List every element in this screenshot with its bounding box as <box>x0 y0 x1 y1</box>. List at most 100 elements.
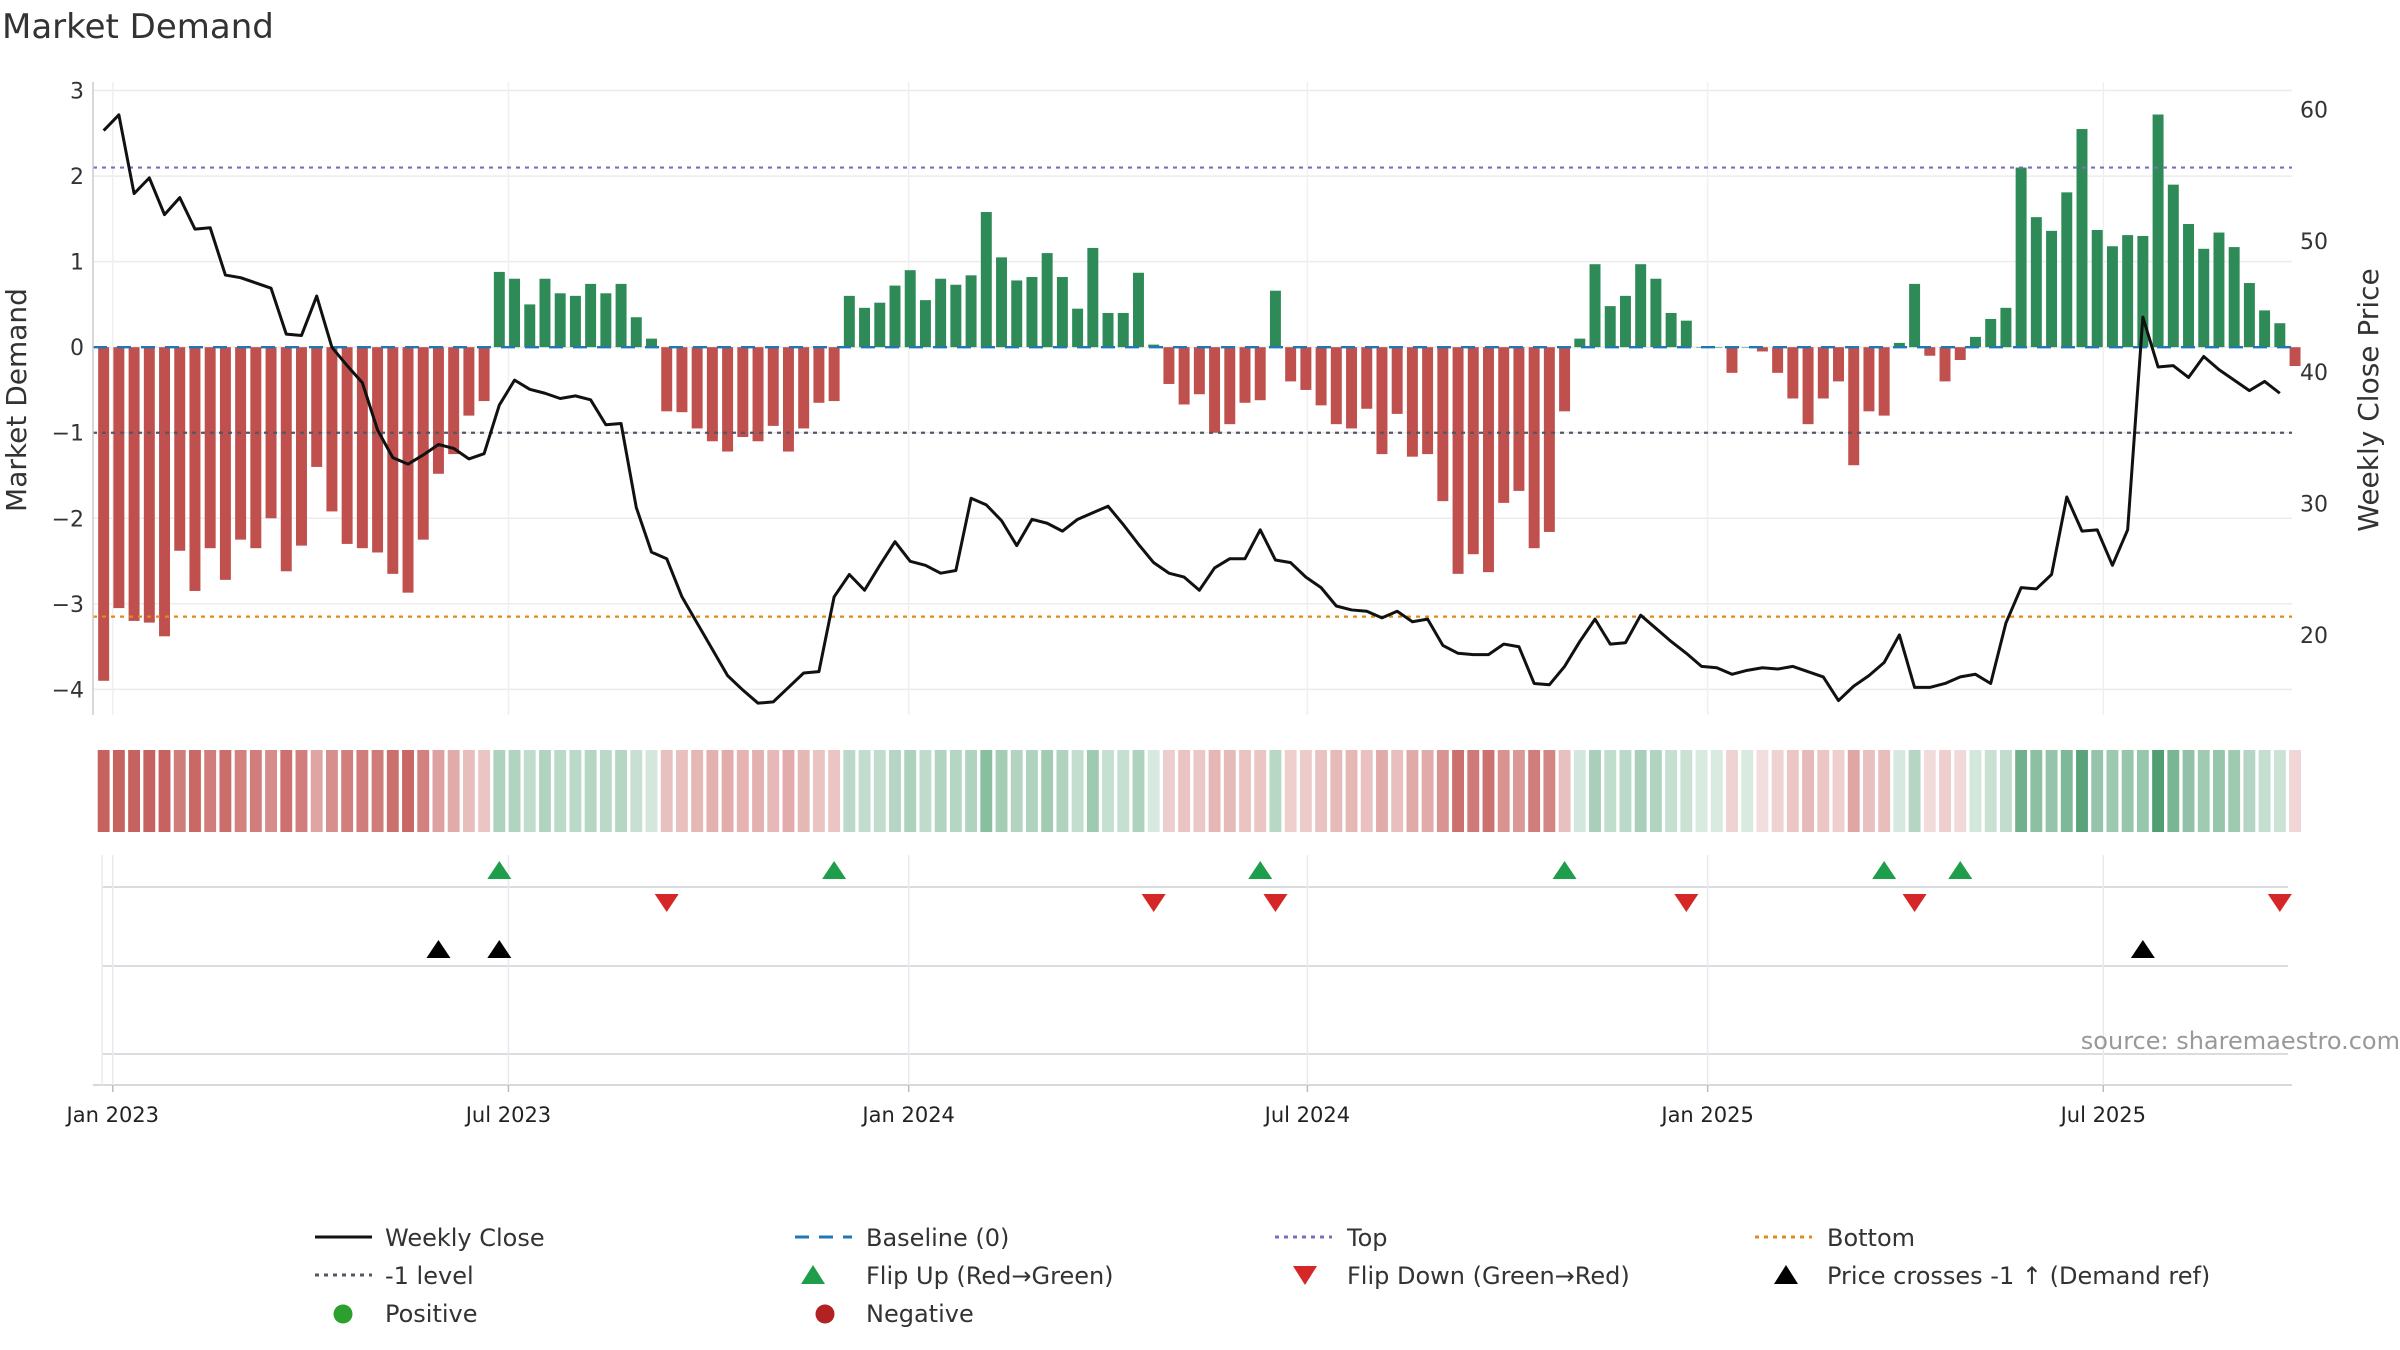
strip-cell <box>417 750 430 832</box>
weekly-close-line <box>102 113 2281 705</box>
strip-cell <box>1939 750 1951 832</box>
strip-cell <box>584 750 597 832</box>
demand-bar <box>2167 184 2179 348</box>
strip-cell <box>1969 750 1982 832</box>
strip-cell <box>828 750 841 832</box>
demand-bar <box>2213 232 2225 348</box>
demand-bar <box>1437 347 1449 502</box>
strip-cell <box>204 750 217 832</box>
strip-cell <box>1558 750 1571 832</box>
demand-bar <box>996 257 1007 348</box>
strip-cell <box>630 750 643 832</box>
strip-cell <box>1360 750 1373 832</box>
strip-cell <box>873 750 886 832</box>
event-markers <box>426 861 2292 958</box>
demand-bar <box>1893 342 1905 348</box>
demand-bar <box>676 347 688 413</box>
demand-bar <box>767 347 779 426</box>
chart-title: Market Demand <box>2 7 274 47</box>
strip-cell <box>1878 750 1891 832</box>
demand-bars <box>98 114 2301 681</box>
demand-bar <box>524 304 536 348</box>
demand-bar <box>889 285 901 348</box>
demand-bar <box>1117 312 1129 348</box>
legend-flip-up: Flip Up (Red→Green) <box>801 1262 1114 1290</box>
strip-cell <box>523 750 536 832</box>
strip-cell <box>1102 750 1114 832</box>
source-label: source: sharemaestro.com <box>2081 1027 2400 1055</box>
demand-bar <box>265 347 277 519</box>
strip-cell <box>904 750 917 832</box>
demand-bar <box>1513 347 1525 491</box>
strip-cell <box>615 750 627 832</box>
demand-bar <box>1635 264 1647 348</box>
event-panels <box>101 855 2288 1085</box>
demand-bar <box>1833 347 1844 382</box>
strip-cell <box>2136 750 2149 832</box>
strip-cell <box>2015 750 2028 832</box>
demand-bar <box>402 347 414 593</box>
strip-cell <box>1573 750 1586 832</box>
strip-cell <box>1452 750 1464 832</box>
demand-bar <box>2000 307 2012 348</box>
price-line-group <box>102 113 2281 705</box>
demand-bar <box>1711 347 1723 348</box>
strip-cell <box>112 750 125 832</box>
strip-cell <box>812 750 825 832</box>
demand-bar <box>1559 347 1571 412</box>
demand-bar <box>478 347 490 402</box>
demand-bar <box>98 347 110 681</box>
demand-bar <box>1589 264 1601 348</box>
strip-cell <box>173 750 186 832</box>
demand-bar <box>250 347 262 549</box>
left-axis-title: Market Demand <box>0 288 33 512</box>
strip-cell <box>1497 750 1510 832</box>
strip-cell <box>1223 750 1236 832</box>
demand-bar <box>782 347 794 452</box>
strip-cell <box>1071 750 1084 832</box>
strip-cell <box>1315 750 1328 832</box>
strip-cell <box>706 750 719 832</box>
strip-cell <box>569 750 582 832</box>
strip-cell <box>1041 750 1054 832</box>
strip-cell <box>1726 750 1738 832</box>
demand-bar <box>1376 347 1388 455</box>
flip-up-marker <box>1248 861 1273 879</box>
flip-down-icon <box>1293 1266 1317 1285</box>
y2-tick-label: 60 <box>2300 99 2328 124</box>
legend-price-cross: Price crosses -1 ↑ (Demand ref) <box>1774 1262 2210 1290</box>
flip-up-marker <box>1872 861 1897 879</box>
y2-tick-label: 30 <box>2300 493 2328 518</box>
strip-cell <box>508 750 521 832</box>
strip-cell <box>1284 750 1297 832</box>
demand-bar <box>143 347 155 623</box>
demand-bar <box>1772 347 1784 373</box>
demand-bar <box>341 347 353 544</box>
demand-bar <box>1848 347 1860 466</box>
demand-bar <box>1102 312 1114 348</box>
demand-bar <box>2289 347 2301 366</box>
legend-label: Bottom <box>1827 1224 1915 1252</box>
strip-cell <box>432 750 445 832</box>
demand-bar <box>600 293 612 348</box>
strip-cell <box>767 750 780 832</box>
strip-cell <box>2228 750 2241 832</box>
demand-bar <box>752 347 764 442</box>
strip-cell <box>1376 750 1388 832</box>
flip-up-marker <box>822 861 847 879</box>
demand-bar <box>569 295 581 348</box>
left-y-ticks: 3 2 1 0 −1 −2 −3 −4 <box>52 80 84 704</box>
demand-bar <box>1817 347 1829 399</box>
demand-bar <box>2030 217 2042 348</box>
demand-bar <box>1330 347 1342 425</box>
demand-bar <box>859 307 871 348</box>
demand-bar <box>2137 235 2149 348</box>
strip-cell <box>554 750 567 832</box>
strip-cell <box>721 750 734 832</box>
demand-bar <box>706 347 718 442</box>
strip-cell <box>402 750 414 832</box>
x-tick-label: Jan 2025 <box>1659 1103 1754 1127</box>
y-tick-label: −2 <box>52 507 84 532</box>
strip-cell <box>965 750 978 832</box>
demand-bar <box>965 275 977 348</box>
